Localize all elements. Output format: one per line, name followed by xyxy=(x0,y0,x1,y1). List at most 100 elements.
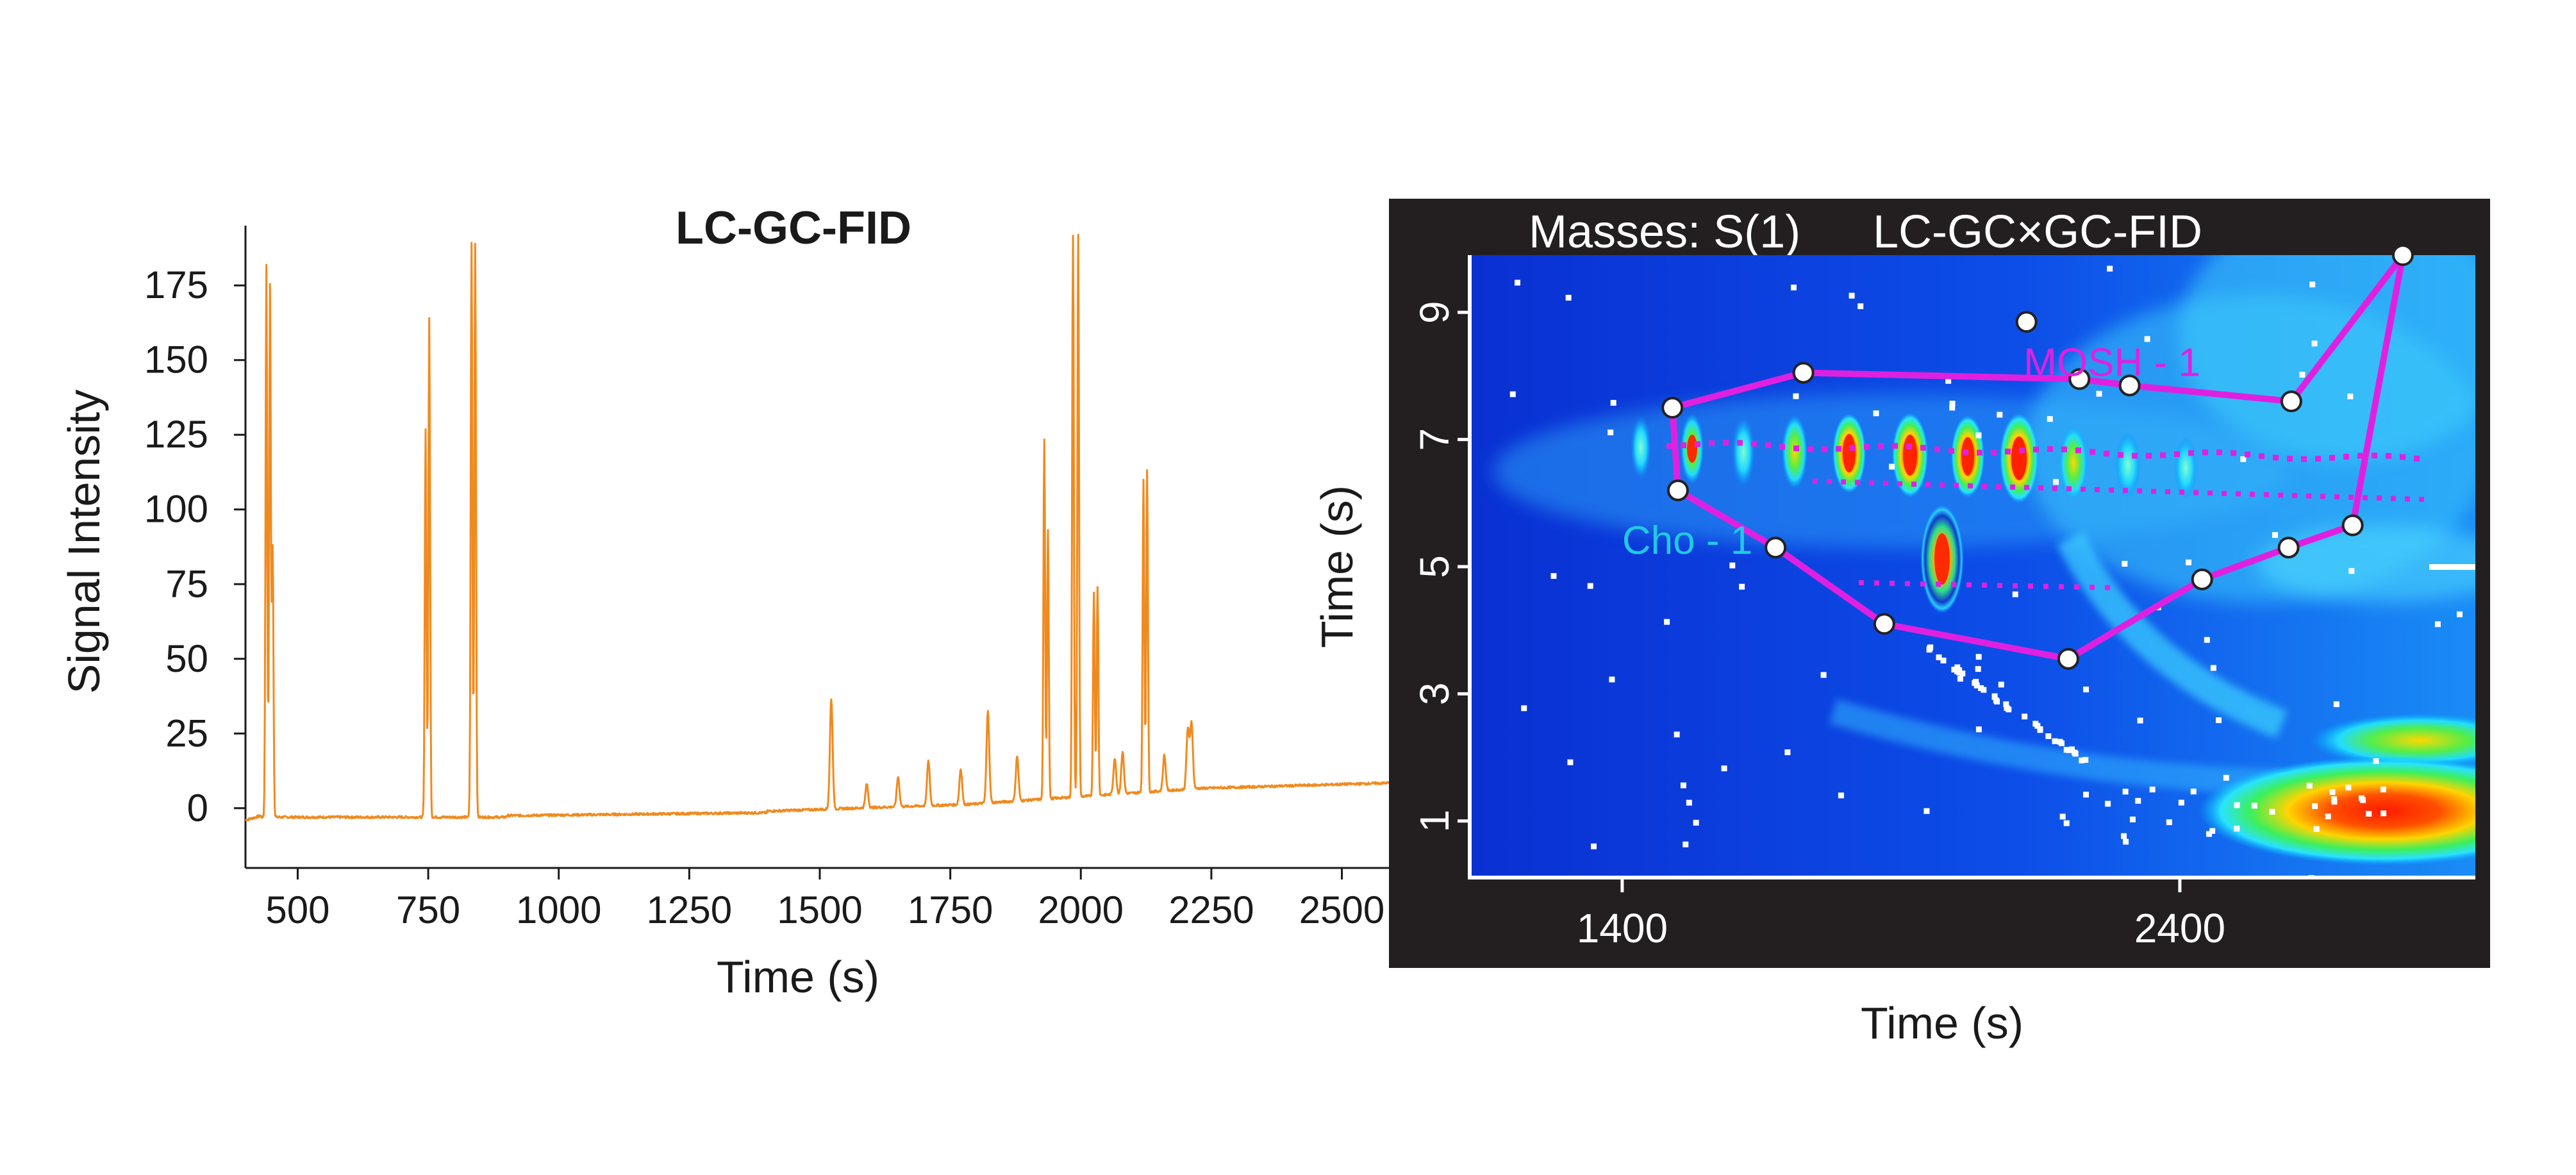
y-tick-label: 100 xyxy=(144,488,208,531)
polygon-vertex-marker xyxy=(1792,362,1815,384)
noise-point xyxy=(2251,803,2257,809)
noise-point xyxy=(1550,573,1557,579)
noise-point xyxy=(2456,611,2463,617)
polygon-vertex-marker xyxy=(1661,397,1684,419)
trace-point xyxy=(2419,496,2424,502)
trace-point xyxy=(2090,449,2095,455)
trace-point xyxy=(1883,480,1888,486)
noise-point xyxy=(1959,671,1966,677)
trace-point xyxy=(2348,494,2354,500)
trace-point xyxy=(2222,490,2227,496)
trace-point xyxy=(2081,487,2086,492)
noise-point xyxy=(2311,340,2318,347)
trace-point xyxy=(1822,446,1827,453)
noise-point xyxy=(1954,664,1961,671)
noise-point xyxy=(2465,564,2471,570)
noise-points xyxy=(1509,265,2475,878)
noise-point xyxy=(2313,826,2320,832)
y-tick-label: 150 xyxy=(144,338,208,381)
trace-point xyxy=(2146,453,2152,459)
polygon-vertex-marker xyxy=(2057,647,2079,670)
noise-point xyxy=(1608,429,1614,436)
y-tick-label: 175 xyxy=(144,263,208,306)
polygon-vertex-marker xyxy=(2068,368,2091,390)
trace-point xyxy=(1905,581,1910,587)
trace-point xyxy=(2105,585,2110,590)
noise-point xyxy=(2429,564,2435,570)
noise-point xyxy=(1587,583,1593,589)
noise-point xyxy=(2215,717,2222,724)
trace-point xyxy=(2273,454,2279,461)
noise-point xyxy=(2144,336,2150,342)
noise-point xyxy=(1693,819,1699,826)
noise-point xyxy=(1978,685,1984,691)
noise-point xyxy=(1674,731,1680,738)
trace-point xyxy=(2123,488,2128,494)
trace-point xyxy=(1936,581,1941,587)
noise-point xyxy=(2022,713,2028,720)
noise-point xyxy=(2445,564,2450,570)
noise-point xyxy=(1975,654,1982,660)
trace-point xyxy=(1892,443,1898,449)
trace-point xyxy=(1911,481,1916,487)
trace-point xyxy=(2386,453,2391,459)
noise-point xyxy=(1991,694,1998,700)
noise-point xyxy=(1927,645,1933,651)
trace-point xyxy=(1940,482,1945,488)
y-tick-label: 1 xyxy=(1411,810,1458,833)
trace-point xyxy=(2043,583,2048,589)
trace-point xyxy=(2264,492,2269,497)
mosh-annotation: MOSH - 1 xyxy=(2023,340,2200,385)
trace-point xyxy=(2216,449,2222,456)
trace-point xyxy=(1807,446,1813,453)
noise-point xyxy=(2047,416,2053,422)
right-chart-title: LC-GC×GC-FID xyxy=(1873,206,2202,258)
noise-point xyxy=(1975,666,1981,672)
polygon-vertex-marker xyxy=(2341,514,2364,537)
left-chart: LC-GC-FID 0 25 50 75 100 125 150 175 500 750 1000… xyxy=(59,203,1395,1002)
trace-point xyxy=(2287,456,2293,462)
right-y-ticks: 1 3 5 7 9 xyxy=(1411,301,1472,833)
polygon-vertex-marker xyxy=(1666,479,1689,501)
noise-point xyxy=(2004,705,2010,712)
noise-point xyxy=(2178,799,2184,806)
noise-point xyxy=(2052,738,2058,744)
noise-point xyxy=(1791,285,1797,291)
trace-point xyxy=(1850,445,1856,451)
trace-point xyxy=(2405,496,2410,502)
noise-point xyxy=(2347,393,2354,399)
noise-point xyxy=(2234,826,2240,832)
trace-point xyxy=(1864,444,1870,450)
trace-point xyxy=(2137,488,2142,494)
trace-point xyxy=(1709,440,1715,446)
noise-point xyxy=(1739,583,1745,590)
noise-point xyxy=(1591,843,1597,849)
trace-point xyxy=(2104,451,2109,457)
dotted-traces xyxy=(1666,439,2424,590)
trace-point xyxy=(1695,441,1700,447)
noise-point xyxy=(1820,672,1827,678)
noise-point xyxy=(2123,838,2129,845)
noise-point xyxy=(1721,765,1727,772)
trace-point xyxy=(2377,496,2382,501)
trace-point xyxy=(2278,492,2283,498)
polygon-vertex-marker xyxy=(2280,390,2302,413)
noise-point xyxy=(1680,782,1686,788)
y-tick-label: 0 xyxy=(187,787,208,829)
trace-point xyxy=(1813,478,1818,484)
noise-point xyxy=(2045,733,2052,739)
trace-point xyxy=(2245,451,2250,458)
noise-point xyxy=(1873,410,1879,417)
noise-point xyxy=(2434,621,2441,628)
trace-point xyxy=(2033,446,2039,453)
trace-point xyxy=(1841,479,1846,485)
trace-point xyxy=(1966,582,1972,588)
noise-point xyxy=(1838,792,1844,799)
noise-point xyxy=(2122,560,2128,567)
noise-point xyxy=(1994,698,2000,704)
trace-point xyxy=(2231,450,2236,456)
trace-point xyxy=(1723,439,1729,446)
noise-point xyxy=(2079,757,2085,763)
noise-point xyxy=(2455,564,2461,570)
